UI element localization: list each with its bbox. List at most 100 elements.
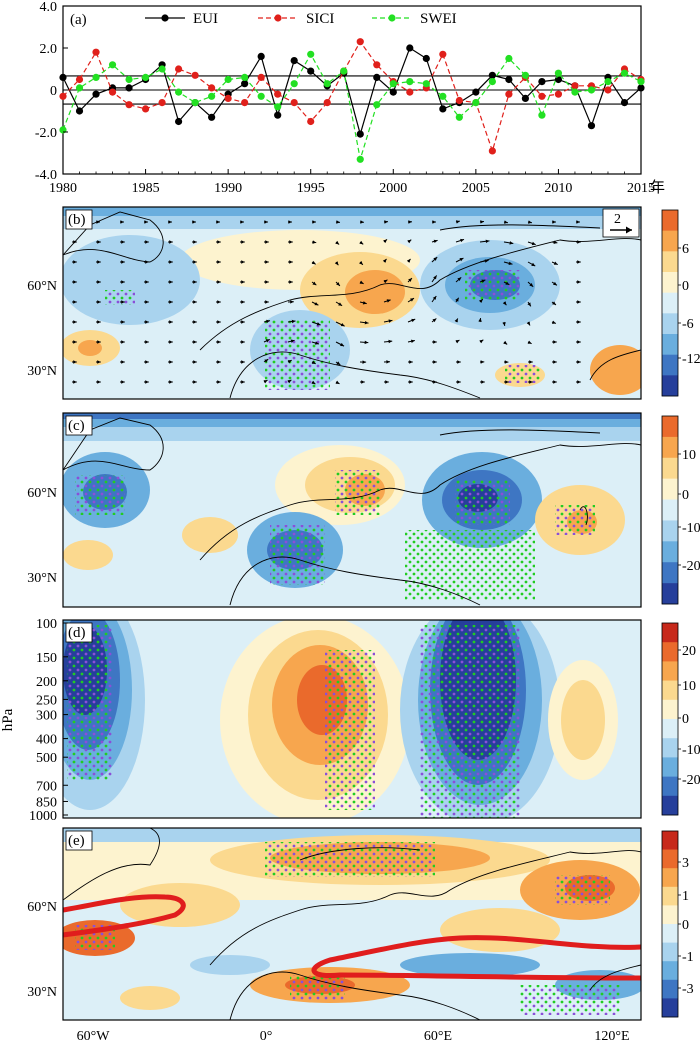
wind-vector-head bbox=[459, 258, 464, 262]
colorbar-tick-label: -10 bbox=[682, 743, 700, 758]
label-box bbox=[65, 209, 93, 230]
wind-vector-head bbox=[335, 240, 340, 245]
wind-vector-head bbox=[217, 360, 221, 364]
data-point-sici bbox=[175, 65, 183, 73]
wind-vector-head bbox=[409, 360, 413, 364]
colorbar-segment bbox=[662, 354, 678, 376]
data-point-eui bbox=[538, 78, 546, 86]
x-tick-label: 2005 bbox=[462, 181, 490, 196]
colorbar-segment bbox=[662, 334, 678, 355]
wind-vector-head bbox=[241, 340, 245, 344]
wind-vector-head bbox=[432, 318, 437, 323]
data-point-eui bbox=[521, 94, 530, 102]
data-point-sici bbox=[554, 90, 563, 98]
wind-vector-head bbox=[553, 281, 557, 286]
colorbar-segment bbox=[662, 886, 678, 906]
field-pos3 bbox=[345, 270, 405, 314]
colorbar-segment bbox=[662, 924, 678, 943]
data-point-sici bbox=[224, 94, 232, 102]
colorbar-segment bbox=[662, 230, 678, 252]
colorbar-segment bbox=[662, 541, 678, 563]
legend-marker bbox=[274, 14, 282, 22]
stippling bbox=[520, 985, 620, 1015]
colorbar-segment bbox=[662, 905, 678, 925]
wind-vector-head bbox=[362, 301, 367, 305]
data-point-sici bbox=[538, 92, 546, 100]
wind-vector-head bbox=[145, 320, 149, 324]
wind-vector-head bbox=[263, 380, 268, 384]
colorbar-tick-label: -20 bbox=[682, 773, 700, 788]
stippling bbox=[455, 480, 510, 525]
wind-vector-head bbox=[121, 240, 125, 244]
lat-tick: 30°N bbox=[27, 364, 57, 379]
stippling bbox=[555, 875, 610, 905]
y-tick-label: -4.0 bbox=[35, 168, 57, 183]
colorbar-segment bbox=[662, 375, 678, 397]
wind-vector-head bbox=[217, 320, 221, 324]
lat-tick: 30°N bbox=[27, 571, 57, 586]
wind-vector-head bbox=[217, 300, 221, 304]
wind-vector-head bbox=[311, 360, 316, 364]
colorbar-segment bbox=[662, 210, 678, 231]
x-unit-label: 年 bbox=[650, 179, 665, 196]
pressure-tick-label: 300 bbox=[36, 709, 57, 724]
colorbar-segment bbox=[662, 776, 678, 797]
data-point-eui bbox=[505, 75, 513, 84]
field-pos2 bbox=[120, 986, 180, 1010]
wind-vector-head bbox=[121, 320, 125, 324]
data-point-sici bbox=[59, 92, 67, 100]
wind-vector-head bbox=[265, 240, 269, 244]
wind-vector-head bbox=[289, 260, 293, 264]
wind-vector-head bbox=[577, 320, 581, 324]
wind-vector-head bbox=[264, 220, 268, 224]
data-point-swei bbox=[505, 54, 513, 63]
wind-vector-head bbox=[577, 280, 581, 284]
colorbar-segment bbox=[662, 436, 678, 459]
wind-vector-head bbox=[192, 220, 196, 224]
panel-e-map: (e) 60°N 30°N 60°W 0° 60°E 120°E 3 1 0 -1 -3 bbox=[27, 827, 694, 1044]
wind-vector-head bbox=[73, 380, 77, 384]
wind-vector-head bbox=[336, 220, 340, 224]
data-point-swei bbox=[406, 78, 414, 86]
wind-vector-head bbox=[386, 360, 390, 364]
pressure-tick-label: 400 bbox=[36, 733, 57, 748]
stippling bbox=[505, 365, 540, 383]
wind-vector-head bbox=[553, 261, 558, 265]
field-pos3 bbox=[78, 340, 102, 356]
wind-vector-head bbox=[433, 275, 437, 280]
wind-vector-head bbox=[553, 380, 557, 384]
wind-vector-head bbox=[73, 280, 77, 284]
wind-vector-head bbox=[408, 220, 412, 224]
wind-vector-head bbox=[193, 240, 197, 244]
data-point-swei bbox=[538, 111, 546, 119]
wind-vector-head bbox=[457, 277, 462, 282]
wind-vector-head bbox=[265, 260, 269, 264]
colorbar-tick-label: 10 bbox=[682, 448, 696, 463]
legend-marker bbox=[388, 14, 396, 22]
data-point-swei bbox=[323, 80, 331, 88]
stippling bbox=[555, 505, 595, 535]
wind-vector-head bbox=[97, 320, 101, 324]
wind-vector-head bbox=[526, 321, 531, 326]
wind-vector-head bbox=[97, 380, 101, 384]
colorbar-tick-label: -12 bbox=[682, 352, 700, 367]
wind-vector-head bbox=[478, 318, 482, 322]
colorbar-segment bbox=[662, 499, 678, 521]
wind-vector-head bbox=[97, 340, 101, 344]
data-point-eui bbox=[59, 73, 67, 81]
data-point-eui bbox=[92, 90, 100, 98]
wind-vector-head bbox=[529, 283, 534, 287]
wind-vector-head bbox=[481, 279, 486, 283]
label-box bbox=[65, 415, 93, 436]
data-point-eui bbox=[587, 122, 596, 130]
data-point-eui bbox=[472, 88, 480, 96]
wind-vector-head bbox=[454, 318, 458, 323]
wind-vector-head bbox=[265, 300, 269, 304]
wind-vector-head bbox=[288, 220, 292, 224]
colorbar-segment bbox=[662, 416, 678, 438]
wind-vector-head bbox=[121, 280, 125, 284]
stippling bbox=[265, 842, 435, 877]
lat-tick: 30°N bbox=[27, 985, 57, 1000]
y-axis-label: hPa bbox=[0, 708, 16, 731]
polar-band-strongest bbox=[63, 413, 641, 419]
